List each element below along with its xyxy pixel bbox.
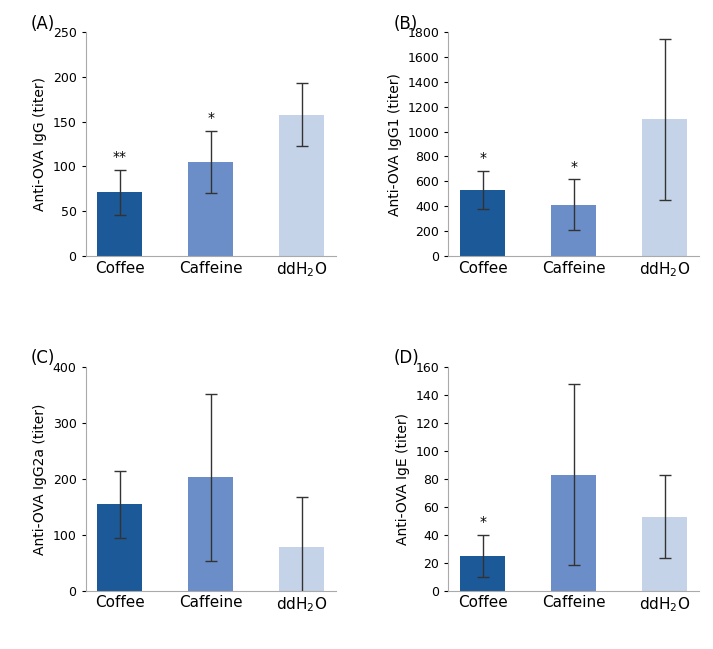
Text: *: *	[479, 151, 486, 165]
Y-axis label: Anti-OVA IgE (titer): Anti-OVA IgE (titer)	[396, 413, 410, 545]
Text: (C): (C)	[31, 349, 55, 367]
Bar	[97, 504, 143, 591]
Bar	[642, 517, 687, 591]
Text: (D): (D)	[394, 349, 419, 367]
Y-axis label: Anti-OVA IgG2a (titer): Anti-OVA IgG2a (titer)	[33, 403, 47, 555]
Y-axis label: Anti-OVA IgG (titer): Anti-OVA IgG (titer)	[33, 77, 47, 211]
Bar	[642, 119, 687, 256]
Text: (B): (B)	[394, 14, 418, 32]
Text: *: *	[479, 515, 486, 529]
Bar	[188, 162, 233, 256]
Bar	[551, 205, 596, 256]
Text: **: **	[113, 151, 127, 164]
Bar	[279, 547, 324, 591]
Bar	[551, 475, 596, 591]
Bar	[460, 190, 506, 256]
Bar	[188, 477, 233, 591]
Bar	[460, 556, 506, 591]
Bar	[279, 115, 324, 256]
Y-axis label: Anti-OVA IgG1 (titer): Anti-OVA IgG1 (titer)	[388, 73, 402, 215]
Text: (A): (A)	[31, 14, 55, 32]
Text: *: *	[570, 160, 577, 174]
Text: *: *	[207, 111, 214, 125]
Bar	[97, 192, 143, 256]
